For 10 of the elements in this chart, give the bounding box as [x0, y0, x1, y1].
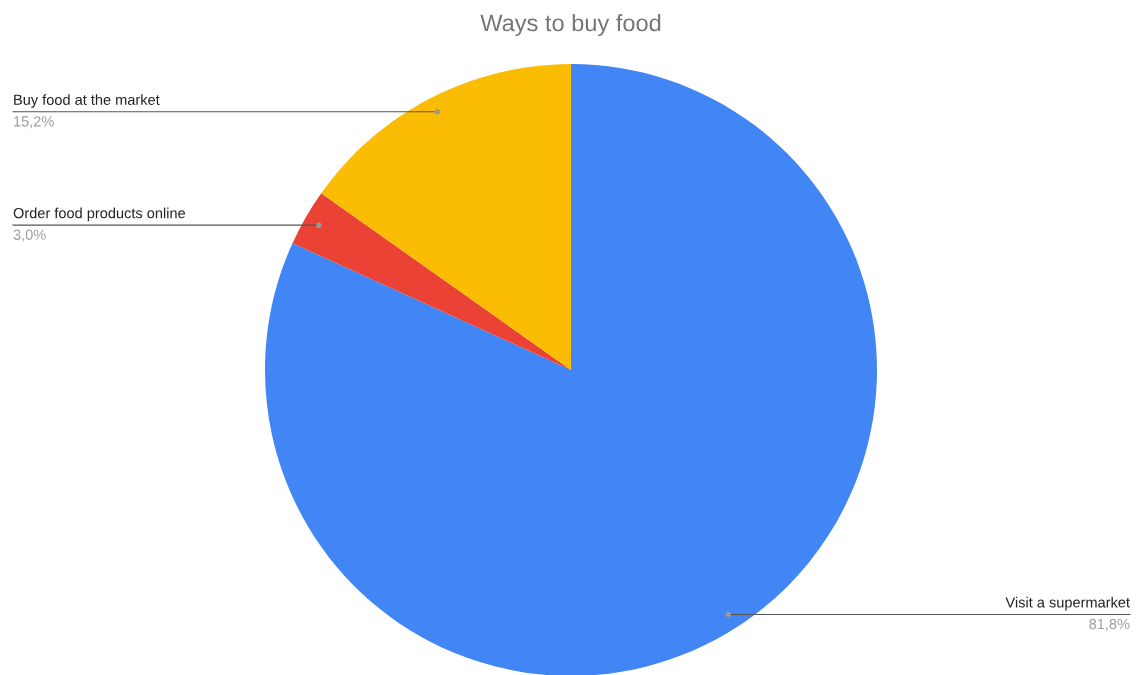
data-label: 3,0% [13, 229, 46, 242]
slice-label: Visit a supermarket [1005, 596, 1130, 611]
slice-label: Buy food at the market [14, 94, 160, 108]
pie-slice [321, 64, 571, 370]
data-label: 15,2% [14, 116, 54, 129]
slice-label: Order food products online [13, 207, 186, 222]
pie-slice [292, 193, 571, 370]
data-label: 81,8% [1089, 618, 1130, 631]
pie-slice [265, 64, 877, 675]
chart-title: Ways to buy food [480, 14, 661, 36]
